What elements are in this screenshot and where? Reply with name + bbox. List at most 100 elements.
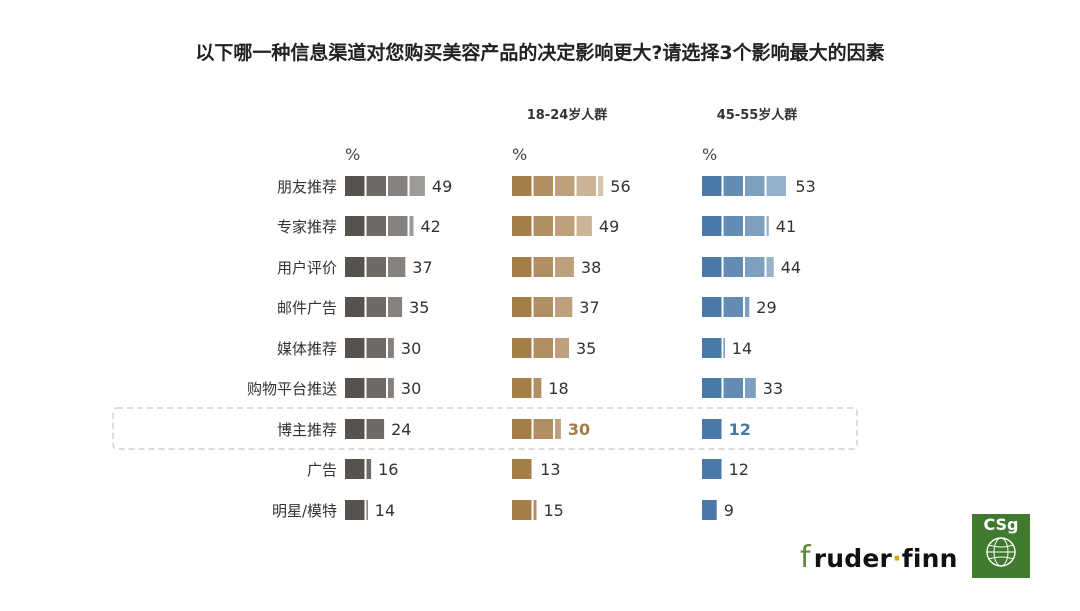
bar-segment	[366, 419, 385, 439]
data-label: 42	[421, 217, 441, 236]
csg-research-logo: CSg	[972, 514, 1030, 578]
percent-unit-label: %	[512, 145, 527, 164]
data-label: 53	[795, 177, 815, 196]
bar-segment	[555, 176, 575, 196]
bar-segment	[345, 459, 365, 479]
bar-segment	[366, 257, 386, 277]
bar-segment	[533, 378, 542, 398]
data-label: 56	[610, 177, 630, 196]
bar-segment	[533, 500, 537, 520]
data-label: 15	[544, 501, 564, 520]
series-header: 45-55岁人群	[717, 107, 798, 123]
category-label: 购物平台推送	[247, 380, 337, 398]
bar-segment	[745, 257, 765, 277]
data-label: 33	[763, 379, 783, 398]
bar-segment	[723, 297, 743, 317]
category-label: 明星/模特	[272, 502, 337, 520]
bar-segment	[702, 419, 722, 439]
data-label: 12	[729, 460, 749, 479]
bar-segment	[366, 297, 386, 317]
data-label: 13	[540, 460, 560, 479]
data-label: 9	[724, 501, 734, 520]
category-label: 邮件广告	[277, 299, 337, 317]
data-label: 14	[732, 339, 752, 358]
category-label: 广告	[307, 461, 337, 479]
bar-segment	[345, 338, 365, 358]
percent-unit-label: %	[345, 145, 360, 164]
data-label: 12	[729, 420, 751, 439]
percent-unit-label: %	[702, 145, 717, 164]
bar-segment	[533, 176, 553, 196]
bar-segment	[388, 378, 394, 398]
globe-icon	[986, 537, 1016, 567]
bar-segment	[555, 338, 569, 358]
bar-segment	[533, 338, 553, 358]
data-label: 44	[781, 258, 801, 277]
bar-segment	[512, 419, 532, 439]
bar-segment	[702, 297, 722, 317]
bar-segment	[366, 500, 368, 520]
data-label: 18	[548, 379, 568, 398]
category-label: 专家推荐	[277, 218, 337, 236]
bar-segment	[366, 216, 386, 236]
category-label: 朋友推荐	[277, 178, 337, 196]
bar-segment	[723, 378, 743, 398]
bar-segment	[366, 176, 386, 196]
data-label: 30	[401, 339, 421, 358]
bar-segment	[533, 216, 553, 236]
bar-segment	[555, 419, 561, 439]
bar-segment	[512, 257, 532, 277]
bar-segment	[745, 176, 765, 196]
bar-segment	[745, 216, 765, 236]
bar-segment	[555, 257, 574, 277]
data-label: 41	[776, 217, 796, 236]
bar-segment	[512, 216, 532, 236]
bar-segment	[512, 378, 532, 398]
bar-segment	[388, 216, 408, 236]
bar-segment	[388, 176, 408, 196]
chart-title: 以下哪一种信息渠道对您购买美容产品的决定影响更大?请选择3个影响最大的因素	[195, 42, 885, 64]
bar-segment	[345, 378, 365, 398]
bar-segment	[723, 257, 743, 277]
data-label: 24	[391, 420, 411, 439]
bar-segment	[702, 176, 722, 196]
data-label: 38	[581, 258, 601, 277]
data-label: 30	[401, 379, 421, 398]
bar-segment	[366, 378, 386, 398]
bar-segment	[555, 297, 573, 317]
bar-segment	[345, 419, 365, 439]
bar-segment	[388, 338, 394, 358]
bar-segment	[598, 176, 604, 196]
bar-segment	[702, 338, 722, 358]
data-label: 35	[576, 339, 596, 358]
csg-research-label: research	[979, 567, 1023, 578]
data-label: 16	[378, 460, 398, 479]
category-label: 博主推荐	[277, 421, 337, 439]
bar-segment	[345, 500, 365, 520]
bar-segment	[512, 176, 532, 196]
bar-segment	[555, 216, 575, 236]
ruder-finn-mark: f	[800, 540, 811, 575]
bar-segment	[702, 459, 722, 479]
bar-segment	[766, 257, 774, 277]
bar-segment	[366, 338, 386, 358]
data-label: 37	[579, 298, 599, 317]
bar-segment	[388, 257, 406, 277]
data-label: 35	[409, 298, 429, 317]
ruder-finn-logo: f ruder·finn	[800, 540, 958, 575]
bar-segment	[745, 297, 750, 317]
bar-segment	[409, 176, 425, 196]
bar-segment	[366, 459, 372, 479]
bar-segment	[745, 378, 756, 398]
bar-segment	[533, 419, 553, 439]
bar-segment	[702, 378, 722, 398]
bar-segment	[702, 257, 722, 277]
bar-segment	[388, 297, 403, 317]
bar-segment	[345, 257, 365, 277]
data-label: 49	[432, 177, 452, 196]
data-label: 29	[756, 298, 776, 317]
bar-segment	[766, 216, 769, 236]
data-label: 30	[568, 420, 590, 439]
bar-segment	[512, 459, 532, 479]
